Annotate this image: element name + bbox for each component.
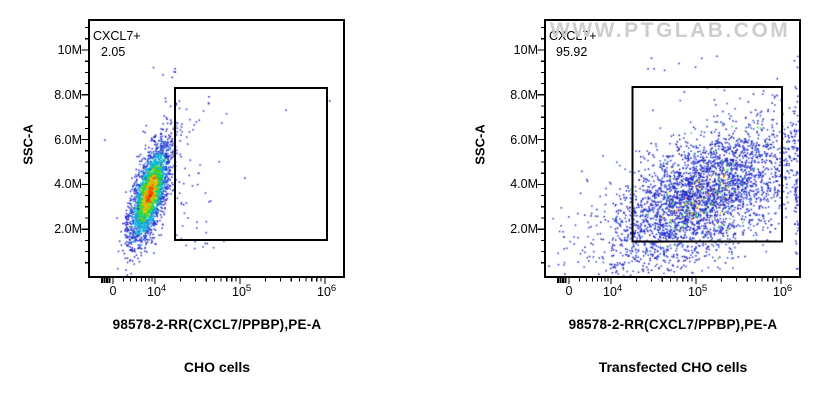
gate-label: CXCL7+: [549, 29, 597, 43]
x-axis-label: 98578-2-RR(CXCL7/PPBP),PE-A: [568, 317, 778, 332]
y-axis-tick-label: 4.0M: [54, 177, 82, 191]
x-axis-tick-label: 106: [317, 283, 337, 300]
gate-percentage: 95.92: [556, 45, 588, 59]
y-axis-tick-label: 2.0M: [54, 222, 82, 236]
x-axis-label: 98578-2-RR(CXCL7/PPBP),PE-A: [112, 317, 322, 332]
watermark: WWW.PTGLAB.COM: [550, 19, 791, 42]
y-axis-tick-label: 2.0M: [510, 222, 538, 236]
y-axis-tick-label: 4.0M: [510, 177, 538, 191]
x-axis-tick-label: 104: [603, 283, 623, 300]
x-axis-tick-label: 105: [232, 283, 252, 300]
gate-percentage: 2.05: [101, 45, 126, 59]
y-axis-tick-label: 8.0M: [54, 88, 82, 102]
x-axis-tick-label: 104: [147, 283, 167, 300]
y-axis-tick-label: 6.0M: [54, 133, 82, 147]
plot-title: CHO cells: [183, 359, 251, 375]
plot-title: Transfected CHO cells: [598, 359, 748, 375]
y-axis-tick-label: 6.0M: [510, 133, 538, 147]
y-axis-label: SSC-A: [472, 124, 488, 165]
x-axis-tick-label: 106: [773, 283, 793, 300]
y-axis-tick-label: 10M: [513, 43, 538, 57]
gate-label: CXCL7+: [93, 29, 141, 43]
x-axis-tick-label: 0: [109, 284, 117, 298]
y-axis-tick-label: 10M: [57, 43, 82, 57]
y-axis-label: SSC-A: [20, 124, 36, 165]
x-axis-tick-label: 0: [565, 284, 573, 298]
y-axis-tick-label: 8.0M: [510, 88, 538, 102]
x-axis-tick-label: 105: [688, 283, 708, 300]
